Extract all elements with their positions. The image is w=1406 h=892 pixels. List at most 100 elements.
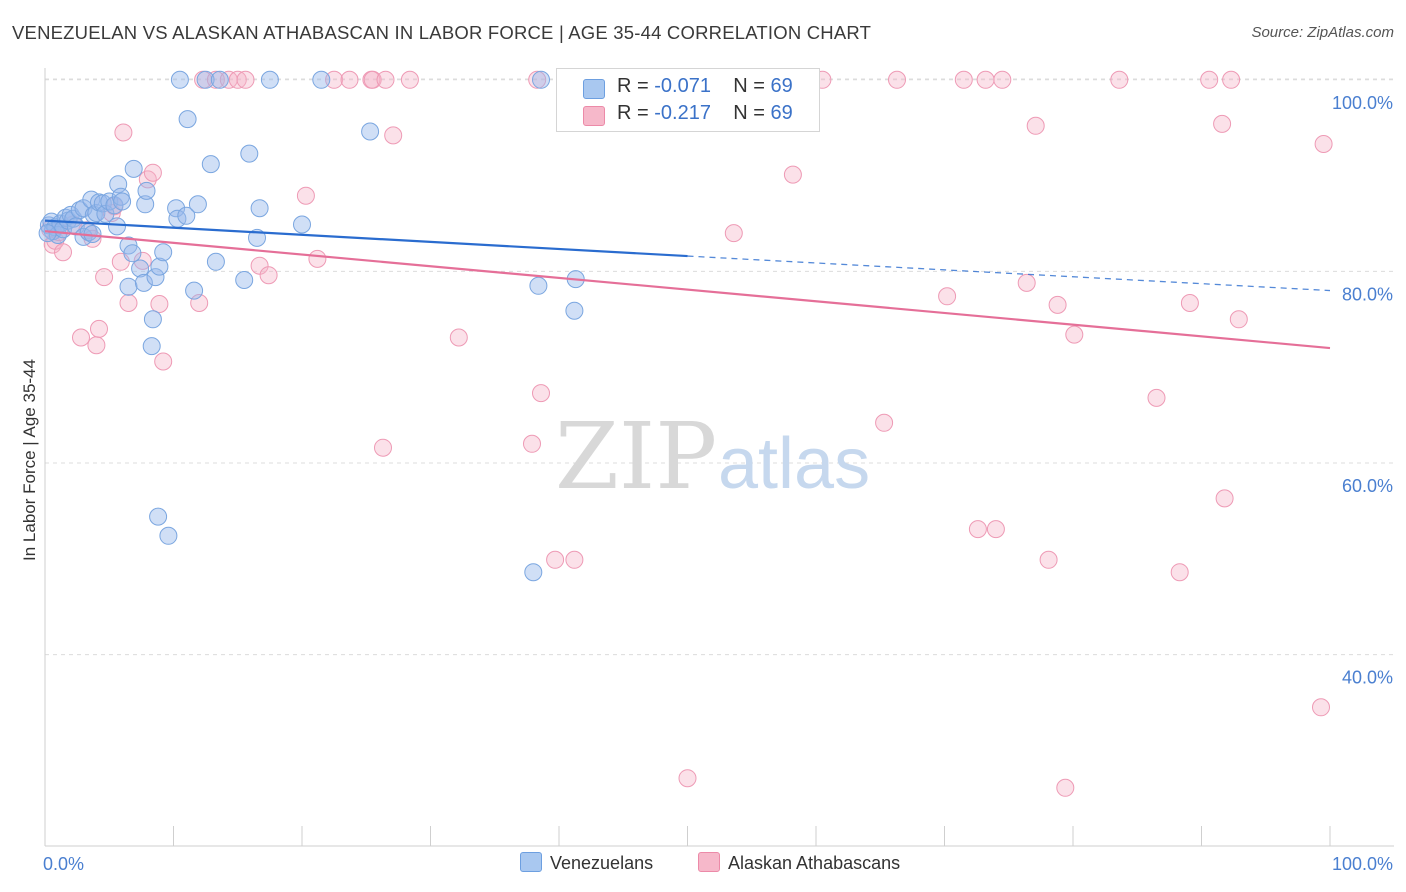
y-tick-label: 60.0% xyxy=(1342,476,1393,496)
athabascan-point xyxy=(875,413,894,432)
venezuelan-point xyxy=(529,276,548,295)
athabascan-point xyxy=(325,70,344,89)
venezuelan-point xyxy=(312,70,331,89)
athabascan-point xyxy=(528,70,547,89)
athabascan-point xyxy=(250,256,269,275)
trend-lines xyxy=(44,219,1331,350)
legend-r-value: -0.071 xyxy=(654,75,711,97)
venezuelan-point xyxy=(177,206,196,225)
venezuelan-point xyxy=(524,563,543,582)
athabascan-trend-line xyxy=(44,230,1331,350)
venezuelan-point xyxy=(134,273,153,292)
athabascan-point xyxy=(449,328,468,347)
venezuelan-point xyxy=(206,252,225,271)
venezuelan-point xyxy=(113,192,132,211)
athabascan-point xyxy=(400,70,419,89)
venezuelan-point xyxy=(532,70,550,89)
athabascan-point xyxy=(114,123,133,142)
venezuelan-point xyxy=(93,194,112,213)
athabascan-point xyxy=(1039,550,1058,569)
legend-n-label: N = xyxy=(733,102,771,124)
athabascan-point xyxy=(1215,489,1234,508)
athabascan-point xyxy=(384,126,403,145)
legend-label-athabascans: Alaskan Athabascans xyxy=(728,853,901,873)
venezuelan-point xyxy=(185,281,204,300)
athabascan-point xyxy=(154,352,173,371)
venezuelan-point xyxy=(361,122,380,141)
y-tick-label: 80.0% xyxy=(1342,284,1393,304)
athabascan-point xyxy=(976,70,995,89)
athabascan-point xyxy=(1017,273,1036,292)
venezuelan-point xyxy=(149,507,168,526)
venezuelan-trend-extension xyxy=(687,255,1331,292)
axes xyxy=(44,68,1394,847)
venezuelan-point xyxy=(293,215,311,234)
venezuelan-point xyxy=(146,268,165,287)
athabascan-point xyxy=(1048,295,1067,314)
venezuelan-point xyxy=(119,277,138,296)
legend-swatch-pink xyxy=(698,852,720,872)
venezuelan-point xyxy=(87,204,106,222)
legend-item-athabascans: Alaskan Athabascans xyxy=(698,852,900,874)
legend-r-label: R = xyxy=(617,102,655,124)
watermark-atlas: atlas xyxy=(718,424,870,504)
gridlines xyxy=(45,78,1394,656)
athabascan-point xyxy=(119,294,138,312)
athabascan-point xyxy=(296,186,315,205)
athabascan-point xyxy=(938,287,957,306)
athabascan-point xyxy=(546,550,565,569)
athabascan-point xyxy=(986,520,1005,539)
legend-r-label: R = xyxy=(617,75,655,97)
y-tick-label: 100.0% xyxy=(1332,93,1393,113)
venezuelan-point xyxy=(131,259,150,278)
legend-swatch-blue xyxy=(520,852,542,872)
athabascan-point xyxy=(1026,116,1045,135)
athabascan-point xyxy=(54,243,72,262)
venezuelan-point xyxy=(201,155,220,174)
legend-n-value: 69 xyxy=(770,75,793,97)
venezuelan-point xyxy=(565,301,584,320)
athabascan-point xyxy=(783,165,802,184)
athabascan-point xyxy=(340,70,359,89)
venezuelan-point xyxy=(196,70,215,89)
watermark: ZIP atlas xyxy=(555,403,870,510)
venezuelan-point xyxy=(210,70,229,89)
athabascan-point xyxy=(228,70,247,89)
venezuelan-point xyxy=(240,144,259,163)
athabascan-point xyxy=(993,70,1012,89)
athabascan-point xyxy=(1213,114,1232,133)
legend-n-label: N = xyxy=(733,75,771,97)
athabascan-point xyxy=(95,268,114,287)
venezuelan-point xyxy=(38,224,57,243)
tick-labels: 40.0% 60.0% 80.0% 100.0% 0.0% 100.0% xyxy=(43,93,1393,874)
venezuelan-point xyxy=(250,199,269,218)
athabascan-point xyxy=(724,224,743,243)
legend-n-value: 69 xyxy=(770,102,793,124)
venezuelan-point xyxy=(142,337,161,356)
athabascan-point xyxy=(1222,70,1241,89)
venezuelan-point xyxy=(124,159,143,178)
athabascan-point xyxy=(1312,698,1330,717)
venezuelan-point xyxy=(136,195,155,214)
athabascan-point xyxy=(236,70,255,89)
legend-item-venezuelans: Venezuelans xyxy=(520,852,653,874)
athabascan-point xyxy=(1056,778,1075,797)
athabascan-point xyxy=(259,266,278,285)
athabascan-point xyxy=(376,70,395,89)
athabascan-point xyxy=(72,328,90,347)
venezuelan-point xyxy=(235,271,254,289)
venezuelan-trend-line xyxy=(44,219,688,258)
venezuelan-point xyxy=(137,181,156,200)
athabascan-point xyxy=(308,249,327,268)
athabascan-point xyxy=(1180,294,1199,312)
legend-row-athabascans: R = -0.217 N = 69 xyxy=(557,100,819,128)
athabascan-point xyxy=(1110,70,1129,89)
athabascan-point xyxy=(1147,388,1166,407)
athabascan-point xyxy=(523,434,541,453)
athabascan-point xyxy=(206,70,225,89)
venezuelan-point xyxy=(108,217,126,236)
source-note: Source: ZipAtlas.com xyxy=(1251,24,1394,41)
venezuelan-point xyxy=(123,244,142,263)
series-athabascan-points xyxy=(41,70,1333,797)
